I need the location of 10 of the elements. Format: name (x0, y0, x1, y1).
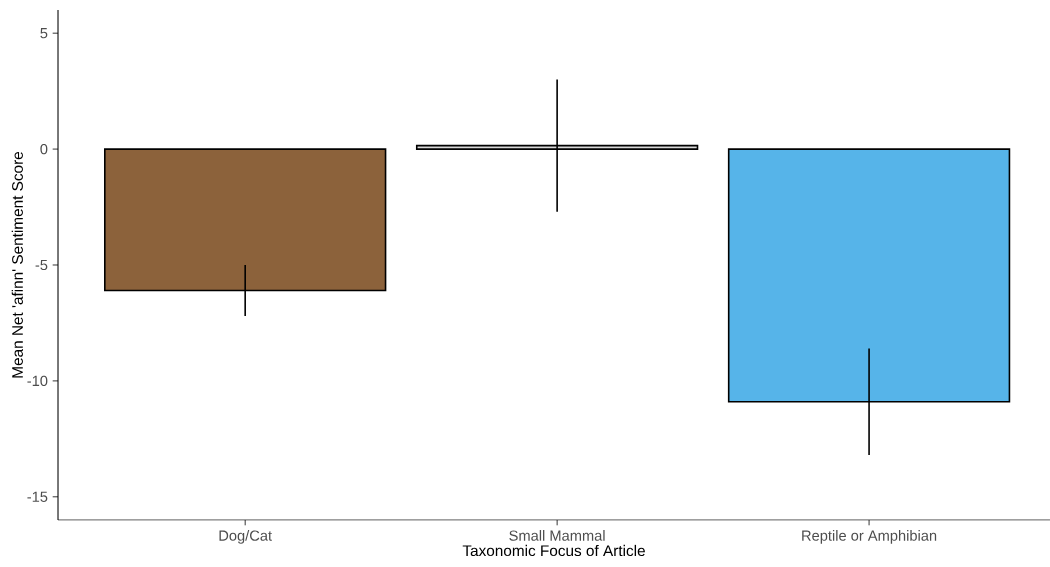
x-tick-label: Small Mammal (509, 530, 605, 541)
x-axis-title: Taxonomic Focus of Article (462, 544, 645, 557)
x-tick-label: Dog/Cat (219, 530, 272, 544)
y-tick-label: 5 (40, 28, 48, 39)
y-tick-label: 0 (40, 143, 48, 155)
y-tick-label: -10 (27, 375, 48, 387)
y-tick-label: -15 (27, 491, 48, 502)
y-tick-label: -5 (35, 259, 48, 271)
y-axis-title: Mean Net 'afinn' Sentiment Score (11, 151, 23, 378)
x-tick-label: Reptile or Amphibian (802, 530, 937, 544)
